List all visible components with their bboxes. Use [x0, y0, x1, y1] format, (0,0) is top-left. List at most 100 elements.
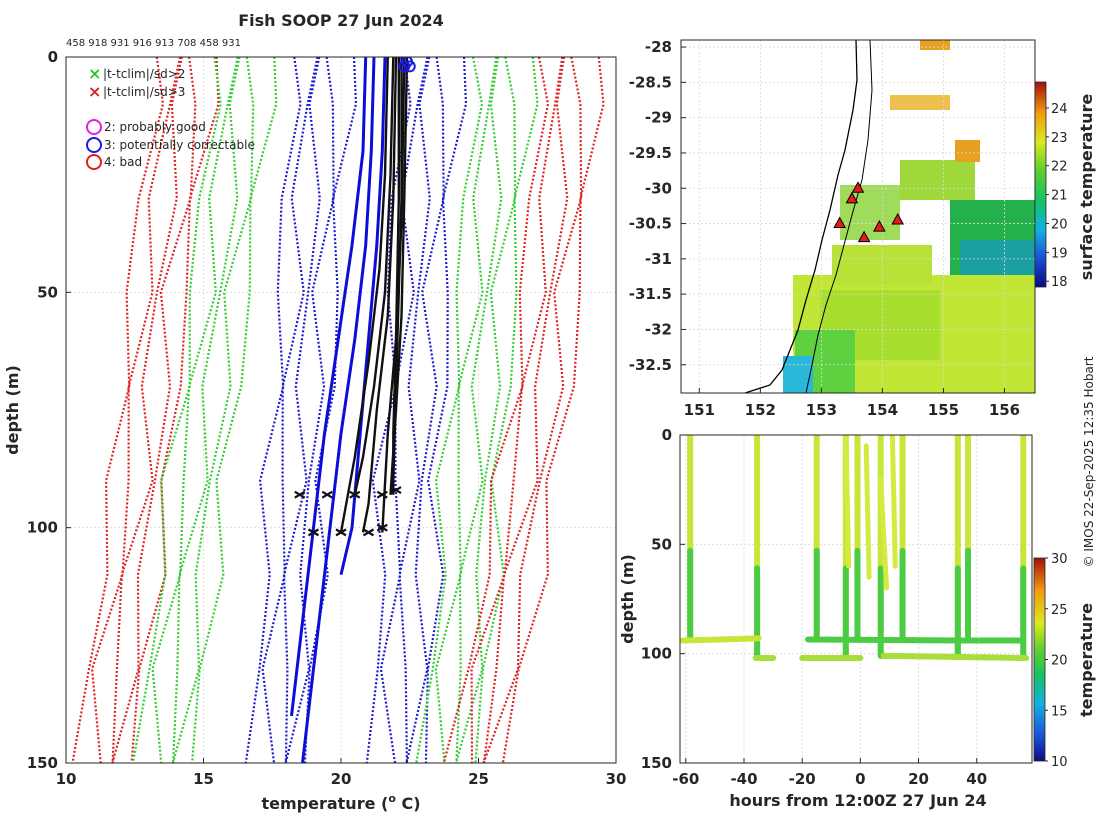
sst-drop-area-patch — [840, 185, 900, 240]
sst-coastal-cool-patch — [783, 356, 813, 393]
climatology-line-sd2-high — [455, 57, 517, 763]
timedepth-ylabel: depth (m) — [618, 554, 637, 644]
xbt-drop-triangle — [857, 230, 871, 243]
climatology-line-sd3-high — [501, 57, 605, 763]
climatology-line-sd1-high — [398, 57, 431, 763]
climatology-line-sd1-low — [244, 57, 302, 763]
profile-bottom-marker — [376, 523, 388, 532]
climatology-line-sd3-low — [111, 57, 197, 763]
map-ytick-label: -30 — [645, 179, 672, 197]
map-coastline — [744, 40, 873, 393]
climatology-line-sd2-low — [171, 57, 255, 763]
xbt-drop-triangle — [851, 181, 865, 193]
climatology-line-sd1-low — [303, 57, 358, 763]
sst-mid-patch — [832, 245, 932, 285]
blue-flagged-profile — [339, 57, 387, 576]
timedepth-xtick-label: 0 — [855, 770, 865, 788]
profiles-ticks: 10 15 20 25 30 0 50 100 150 — [27, 48, 627, 788]
mid-drops-cluster — [843, 435, 898, 591]
climatology-line-sd3-high — [482, 57, 569, 763]
xbt-drop-triangle — [845, 191, 859, 204]
profiles-panel: Fish SOOP 27 Jun 2024 458 918 931 916 91… — [3, 11, 626, 813]
map-ytick-label: -31 — [645, 250, 672, 268]
profiles-ytick-label: 0 — [48, 48, 58, 66]
climatology-line-sd2-low — [191, 57, 278, 763]
legend-flag3-label: 3: potentially correctable — [104, 138, 255, 152]
climatology-line-sd2-high — [474, 57, 539, 763]
sst-colorbar — [1034, 81, 1047, 288]
legend-flag2-label: 2: probably good — [104, 120, 206, 134]
profile-bottom-marker — [390, 486, 402, 494]
profiles-ylabel: depth (m) — [3, 365, 22, 455]
map-xtick-label: 154 — [867, 401, 898, 419]
timedepth-xtick-label: 40 — [966, 770, 987, 788]
map-xtick-label: 156 — [989, 401, 1020, 419]
profile-bottom-marker — [376, 490, 388, 499]
climatology-line-sd3-high — [442, 57, 550, 763]
legend-flag4-label: 4: bad — [104, 155, 142, 169]
climatology-line-sd3-low — [130, 57, 220, 763]
drop-ids-text: 458 918 931 916 913 708 458 931 — [66, 38, 241, 49]
climatology-line-sd3-low — [71, 57, 165, 763]
xbt-drop-triangle — [891, 212, 905, 225]
profile-bottom-marker — [362, 528, 375, 537]
profiles-xtick-label: 15 — [193, 770, 214, 788]
temperature-colorbar-tick-label: 10 — [1051, 755, 1068, 770]
blue-flagged-profile — [301, 57, 376, 763]
sst-colorbar-tick-label: 24 — [1051, 102, 1068, 117]
sst-warm-spot — [955, 140, 980, 162]
sst-colorbar-tick-label: 19 — [1051, 246, 1068, 261]
good-profile — [392, 57, 400, 495]
map-xtick-label: 153 — [806, 401, 837, 419]
map-panel: 151 152 153 154 155 156 -28 -28.5 -29 -29.5 -30 -30… — [629, 38, 1096, 419]
timedepth-ticks: -60 -40 -20 0 20 40 0 50 100 150 — [641, 426, 987, 788]
map-ytick-label: -28.5 — [629, 73, 672, 91]
climatology-line-sd1-low — [282, 57, 321, 763]
profiles-xlabel: temperature (o C) — [261, 792, 420, 813]
timedepth-xtick-label: 20 — [908, 770, 929, 788]
map-grid — [681, 40, 1035, 393]
legend-sd2-label: |t-tclim|/sd>2 — [103, 67, 185, 81]
map-ytick-label: -30.5 — [629, 215, 672, 233]
profiles-xtick-label: 25 — [468, 770, 489, 788]
sst-northeast-patch — [900, 160, 975, 200]
timedepth-xlabel: hours from 12:00Z 27 Jun 24 — [729, 791, 986, 810]
legend-sd3-label: |t-tclim|/sd>3 — [103, 85, 185, 99]
profiles-legend: × |t-tclim|/sd>2 × |t-tclim|/sd>3 2: pro… — [86, 64, 255, 170]
legend-flag4-circle — [86, 154, 102, 170]
profile-bottom-marker — [307, 528, 320, 537]
temperature-colorbar-label: temperature — [1077, 603, 1096, 717]
temperature-colorbar-tick-label: 15 — [1051, 704, 1068, 719]
climatology-line-sd1-high — [424, 57, 468, 763]
timedepth-xtick-label: -20 — [789, 770, 816, 788]
map-ytick-label: -32 — [645, 320, 672, 338]
climatology-line-sd2-low — [151, 57, 239, 763]
profile-bottom-marker — [321, 490, 333, 499]
profiles-ytick-label: 50 — [37, 283, 58, 301]
legend-flag3-circle — [86, 137, 102, 153]
climatology-line-sd2-high — [415, 57, 484, 763]
timedepth-ytick-label: 150 — [641, 754, 672, 772]
legend-sd2-marker: × — [88, 64, 101, 83]
climatology-line-sd2-high — [455, 57, 503, 763]
sst-colorbar-ticks: 24 23 22 21 20 19 18 — [1046, 102, 1068, 290]
blue-flagged-profile — [290, 57, 368, 717]
xbt-drop-triangle — [833, 216, 847, 229]
bottom-trace-lower — [752, 652, 1030, 662]
profiles-ytick-label: 150 — [27, 754, 58, 772]
temperature-colorbar-tick-label: 20 — [1051, 654, 1068, 669]
map-ytick-label: -29.5 — [629, 144, 672, 162]
timedepth-xtick-label: -60 — [672, 770, 699, 788]
credit-text: © IMOS 22-Sep-2025 12:35 Hobart — [1082, 356, 1096, 567]
map-xtick-label: 151 — [684, 401, 715, 419]
timedepth-ytick-label: 0 — [662, 426, 672, 444]
sst-colorbar-tick-label: 22 — [1051, 160, 1068, 175]
climatology-line-sd3-low — [111, 57, 183, 763]
climatology-line-sd1-high — [405, 57, 445, 763]
timedepth-panel: -60 -40 -20 0 20 40 0 50 100 150 hours from 12:00… — [618, 426, 1096, 810]
profiles-xtick-label: 20 — [331, 770, 352, 788]
temperature-colorbar — [1033, 557, 1046, 762]
timedepth-ytick-label: 100 — [641, 645, 672, 663]
temperature-colorbar-tick-label: 30 — [1051, 552, 1068, 567]
climatology-line-sd2-low — [172, 57, 241, 763]
